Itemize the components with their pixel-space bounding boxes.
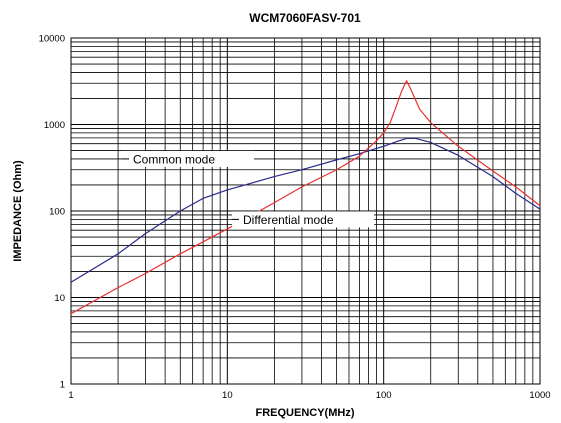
series-line-differential	[70, 80, 541, 315]
annotation-box	[122, 150, 254, 167]
y-tick-label: 10000	[39, 34, 65, 45]
series-lines	[70, 80, 541, 315]
y-tick-label: 100	[49, 207, 65, 218]
series-line-common	[70, 137, 541, 283]
annotation-common-mode: Common mode	[133, 152, 215, 166]
tick-labels: 1 10 100 1000 1 10 100 1000 10000	[39, 34, 551, 402]
annotations: Common mode Differential mode	[122, 150, 374, 228]
chart-title: WCM7060FASV-701	[249, 11, 361, 25]
x-tick-label: 1	[68, 390, 73, 401]
y-axis-label: IMPEDANCE (Ohm)	[12, 160, 24, 262]
x-tick-label: 1000	[529, 390, 550, 401]
x-tick-label: 10	[222, 390, 233, 401]
plot-frame	[70, 37, 541, 385]
x-tick-label: 100	[376, 390, 392, 401]
y-tick-label: 1000	[44, 120, 65, 131]
x-axis-label: FREQUENCY(MHz)	[256, 407, 355, 419]
annotation-differential-mode: Differential mode	[243, 213, 334, 227]
y-tick-label: 10	[54, 293, 65, 304]
y-tick-label: 1	[60, 380, 65, 391]
chart-grid	[70, 38, 540, 385]
annotation-box	[232, 211, 374, 228]
